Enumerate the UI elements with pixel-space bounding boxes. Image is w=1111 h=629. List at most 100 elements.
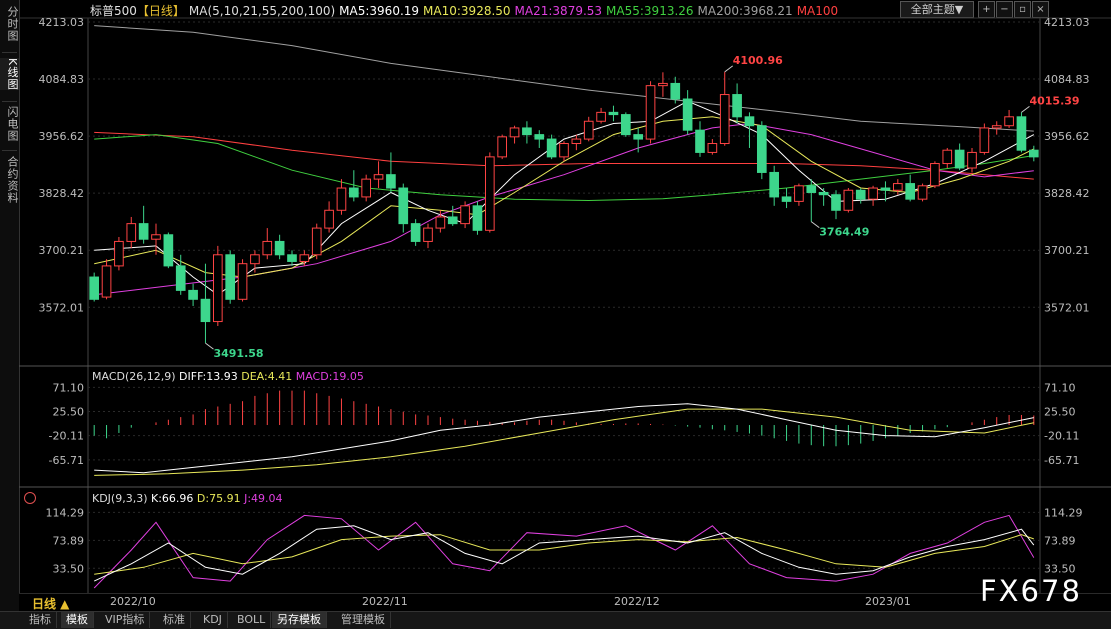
kdj-legend: KDJ(9,3,3) K:66.96 D:75.91 J:49.04 — [92, 492, 283, 505]
candlestick — [188, 283, 198, 306]
candlestick — [942, 147, 953, 168]
candlestick — [670, 76, 681, 104]
candle-body — [138, 223, 149, 240]
candlestick — [225, 250, 236, 304]
candle-body — [410, 223, 421, 242]
candlestick — [423, 223, 433, 249]
indicator-settings-icon[interactable] — [24, 492, 36, 504]
y-tick-label: 71.10 — [1044, 381, 1076, 394]
candle-body — [917, 185, 928, 200]
candlestick — [472, 201, 483, 235]
candle-body — [348, 187, 359, 198]
candle-body — [1016, 116, 1027, 151]
candlestick — [497, 134, 508, 160]
candlestick — [719, 71, 730, 146]
candlestick — [398, 183, 409, 233]
candle-body — [126, 223, 137, 242]
candlestick — [126, 216, 137, 249]
ma21-value: MA21:3879.53 — [514, 4, 603, 18]
y-tick-label: 114.29 — [1044, 506, 1083, 519]
x-tick-label: 2022/10 — [110, 595, 156, 608]
candle-body — [484, 156, 495, 231]
candle-body — [967, 151, 977, 169]
tab-divider — [2, 52, 17, 53]
tab-standard[interactable]: 标准 — [158, 612, 191, 628]
candlestick — [769, 165, 780, 206]
candlestick — [930, 161, 940, 189]
y-tick-label: 73.89 — [1044, 534, 1076, 547]
tab-kline[interactable]: K线图 — [0, 58, 19, 91]
tab-vip-indicators[interactable]: VIP指标 — [100, 612, 151, 628]
tab-timeshare[interactable]: 分时图 — [6, 6, 19, 42]
candlestick — [101, 259, 112, 300]
candle-body — [151, 234, 161, 240]
candlestick — [794, 183, 804, 206]
candle-body — [1004, 116, 1014, 127]
candlestick — [114, 236, 124, 271]
diff-line — [94, 403, 1034, 474]
candle-body — [658, 82, 668, 87]
candle-body — [386, 174, 396, 189]
candlestick — [138, 205, 149, 244]
candle-body — [695, 129, 705, 153]
candle-body — [200, 298, 211, 323]
tab-indicators[interactable]: 指标 — [24, 612, 57, 628]
candle-body — [311, 227, 322, 256]
candlestick — [324, 201, 334, 233]
candle-body — [707, 143, 718, 153]
tab-manage-templates[interactable]: 管理模板 — [336, 612, 391, 628]
y-tick-label: 71.10 — [53, 381, 85, 394]
candle-body — [163, 234, 174, 267]
candle-body — [930, 163, 940, 187]
y-tick-label: -20.11 — [49, 430, 84, 443]
kdj-panel: 114.29 114.29 73.89 73.89 33.50 33.50 — [46, 506, 1083, 589]
candle-body — [596, 111, 606, 122]
candle-body — [299, 254, 310, 262]
candle-body — [546, 138, 557, 158]
y-tick-label: 4213.03 — [1044, 16, 1090, 29]
candle-body — [868, 187, 878, 200]
candle-body — [571, 138, 582, 145]
candle-body — [324, 209, 334, 229]
candle-body — [101, 265, 112, 298]
candlestick — [522, 121, 532, 144]
tab-save-template[interactable]: 另存模板 — [272, 612, 327, 628]
candlestick — [868, 185, 878, 206]
candlestick — [237, 259, 248, 302]
candle-body — [398, 187, 409, 225]
candlestick — [905, 174, 916, 202]
candle-body — [781, 196, 792, 202]
price-panel: 4213.03 4213.03 4084.83 4084.83 3956.62 3956.… — [39, 16, 1090, 360]
candle-body — [979, 127, 990, 153]
x-tick-label: 2022/11 — [362, 595, 408, 608]
candle-body — [818, 191, 829, 196]
candle-body — [188, 289, 198, 300]
tab-templates[interactable]: 模板 — [61, 612, 94, 628]
candlestick — [571, 134, 582, 151]
tab-flash-chart[interactable]: 闪电图 — [6, 106, 19, 142]
candle-body — [336, 187, 347, 211]
candlestick — [447, 205, 458, 226]
candlestick — [151, 223, 161, 255]
tab-contract-info[interactable]: 合约资料 — [6, 156, 19, 204]
candlestick — [682, 90, 693, 135]
candlestick — [596, 107, 606, 124]
time-axis — [19, 593, 1111, 612]
candle-body — [89, 276, 100, 300]
tab-divider — [2, 150, 17, 151]
candlestick — [756, 121, 767, 180]
low-price-label: 3491.58 — [213, 347, 263, 360]
macd-params: MACD(26,12,9) — [92, 370, 176, 383]
tab-boll[interactable]: BOLL — [232, 612, 272, 628]
candle-body — [719, 94, 730, 145]
tab-kdj[interactable]: KDJ — [198, 612, 228, 628]
candlestick — [534, 130, 545, 148]
candlestick — [484, 152, 495, 233]
period-toggle[interactable]: 日线 ▲ — [32, 597, 70, 611]
x-tick-label: 2023/01 — [865, 595, 911, 608]
dea-line — [94, 408, 1034, 476]
candle-body — [250, 254, 260, 265]
candle-body — [435, 216, 446, 229]
ma10-value: MA10:3928.50 — [423, 4, 511, 18]
candlestick — [1028, 145, 1039, 162]
